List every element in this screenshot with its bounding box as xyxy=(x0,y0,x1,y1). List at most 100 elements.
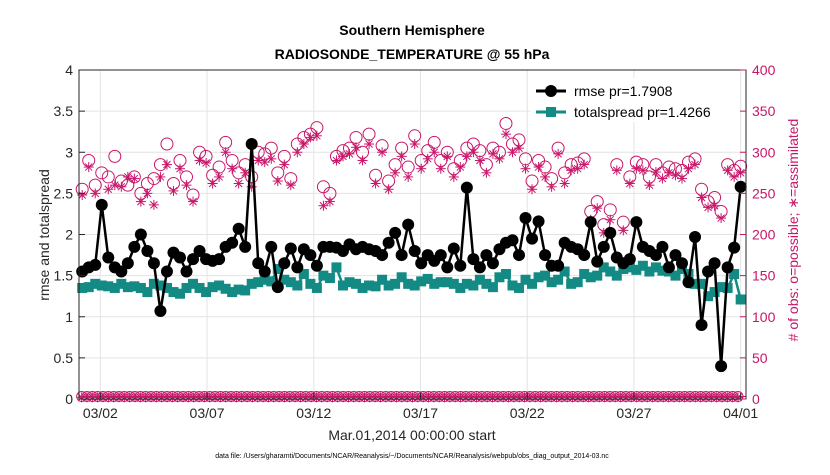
obs-assimilated-point xyxy=(416,163,427,174)
obs-assimilated-point xyxy=(285,180,296,191)
obs-possible-point xyxy=(401,160,415,174)
totalspread-point xyxy=(364,280,375,291)
obs-assimilated-point xyxy=(533,162,544,173)
rmse-point xyxy=(695,318,708,331)
y-tick-label: 3.5 xyxy=(54,103,74,119)
totalspread-point xyxy=(716,282,727,293)
totalspread-point xyxy=(435,277,446,288)
rmse-point xyxy=(584,216,597,229)
obs-assimilated-point xyxy=(481,167,492,178)
legend-label-totalspread: totalspread pr=1.4266 xyxy=(574,104,711,120)
totalspread-point xyxy=(416,276,427,287)
rmse-point xyxy=(160,265,173,278)
obs-assimilated-point xyxy=(520,163,531,174)
obs-possible-point xyxy=(160,137,174,151)
totalspread-point xyxy=(461,278,472,289)
obs-assimilated-point xyxy=(448,171,459,182)
totalspread-point xyxy=(396,272,407,283)
obs-possible-point xyxy=(212,160,226,174)
y-right-tick-label: 300 xyxy=(752,144,776,160)
totalspread-point xyxy=(572,277,583,288)
obs-assimilated-point xyxy=(103,184,114,195)
totalspread-point xyxy=(181,282,192,293)
x-tick-label: 03/07 xyxy=(190,405,225,421)
totalspread-point xyxy=(116,278,127,289)
obs-assimilated-point xyxy=(618,225,629,236)
rmse-point xyxy=(134,228,147,241)
rmse-point xyxy=(213,253,226,266)
rmse-point xyxy=(721,261,734,274)
y-right-tick-label: 350 xyxy=(752,103,776,119)
obs-assimilated-point xyxy=(611,165,622,176)
y-axis-label: rmse and totalspread xyxy=(36,169,52,301)
obs-assimilated-point xyxy=(90,188,101,199)
obs-assimilated-point xyxy=(709,200,720,211)
obs-assimilated-point xyxy=(422,153,433,164)
obs-assimilated-point xyxy=(494,153,505,164)
y-tick-label: 4 xyxy=(65,62,73,78)
y-tick-label: 0.5 xyxy=(54,350,74,366)
rmse-point xyxy=(591,255,604,268)
obs-assimilated-point xyxy=(696,192,707,203)
totalspread-point xyxy=(533,272,544,283)
obs-possible-point xyxy=(101,170,115,184)
totalspread-point xyxy=(520,274,531,285)
obs-assimilated-point xyxy=(240,167,251,178)
obs-assimilated-point xyxy=(500,129,511,140)
obs-possible-point xyxy=(519,152,533,166)
obs-assimilated-point xyxy=(122,171,133,182)
obs-assimilated-point xyxy=(507,147,518,158)
obs-possible-point xyxy=(316,180,330,194)
totalspread-point xyxy=(624,262,635,273)
totalspread-point xyxy=(168,287,179,298)
obs-assimilated-point xyxy=(135,196,146,207)
obs-assimilated-point xyxy=(233,178,244,189)
totalspread-point xyxy=(429,278,440,289)
obs-assimilated-point xyxy=(468,147,479,158)
totalspread-point xyxy=(77,282,88,293)
legend: rmse pr=1.7908 totalspread pr=1.4266 xyxy=(530,78,740,122)
y-right-tick-label: 100 xyxy=(752,309,776,325)
rmse-point xyxy=(141,244,154,257)
totalspread-point xyxy=(318,270,329,281)
totalspread-point xyxy=(670,270,681,281)
rmse-point xyxy=(115,265,128,278)
rmse-point xyxy=(689,230,702,243)
totalspread-point xyxy=(390,278,401,289)
obs-assimilated-point xyxy=(403,171,414,182)
rmse-point xyxy=(89,258,102,271)
totalspread-point xyxy=(344,277,355,288)
rmse-point xyxy=(480,249,493,262)
obs-assimilated-point xyxy=(116,181,127,192)
obs-assimilated-point xyxy=(201,157,212,168)
obs-assimilated-point xyxy=(364,139,375,150)
totalspread-point xyxy=(259,274,270,285)
totalspread-point xyxy=(129,281,140,292)
rmse-point xyxy=(513,249,526,262)
rmse-point xyxy=(291,261,304,274)
y-right-tick-label: 150 xyxy=(752,268,776,284)
totalspread-point xyxy=(546,277,557,288)
totalspread-point xyxy=(103,281,114,292)
totalspread-point xyxy=(644,266,655,277)
right-ticks: 0 50 100 150 200 250 300 350 400 xyxy=(740,62,776,407)
totalspread-point xyxy=(559,266,570,277)
rmse-point xyxy=(402,218,415,231)
obs-possible-point xyxy=(219,135,233,149)
rmse-point xyxy=(245,138,258,151)
x-tick-label: 03/12 xyxy=(296,405,331,421)
obs-assimilated-point xyxy=(214,171,225,182)
rmse-point xyxy=(702,265,715,278)
y-right-tick-label: 200 xyxy=(752,227,776,243)
obs-assimilated-point xyxy=(148,199,159,210)
legend-label-rmse: rmse pr=1.7908 xyxy=(574,83,673,99)
totalspread-point xyxy=(703,291,714,302)
obs-assimilated-point xyxy=(83,162,94,173)
obs-assimilated-point xyxy=(266,153,277,164)
obs-assimilated-point xyxy=(527,184,538,195)
obs-assimilated-point xyxy=(207,178,218,189)
obs-assimilated-point xyxy=(631,163,642,174)
totalspread-point xyxy=(311,282,322,293)
rmse-point xyxy=(441,261,454,274)
